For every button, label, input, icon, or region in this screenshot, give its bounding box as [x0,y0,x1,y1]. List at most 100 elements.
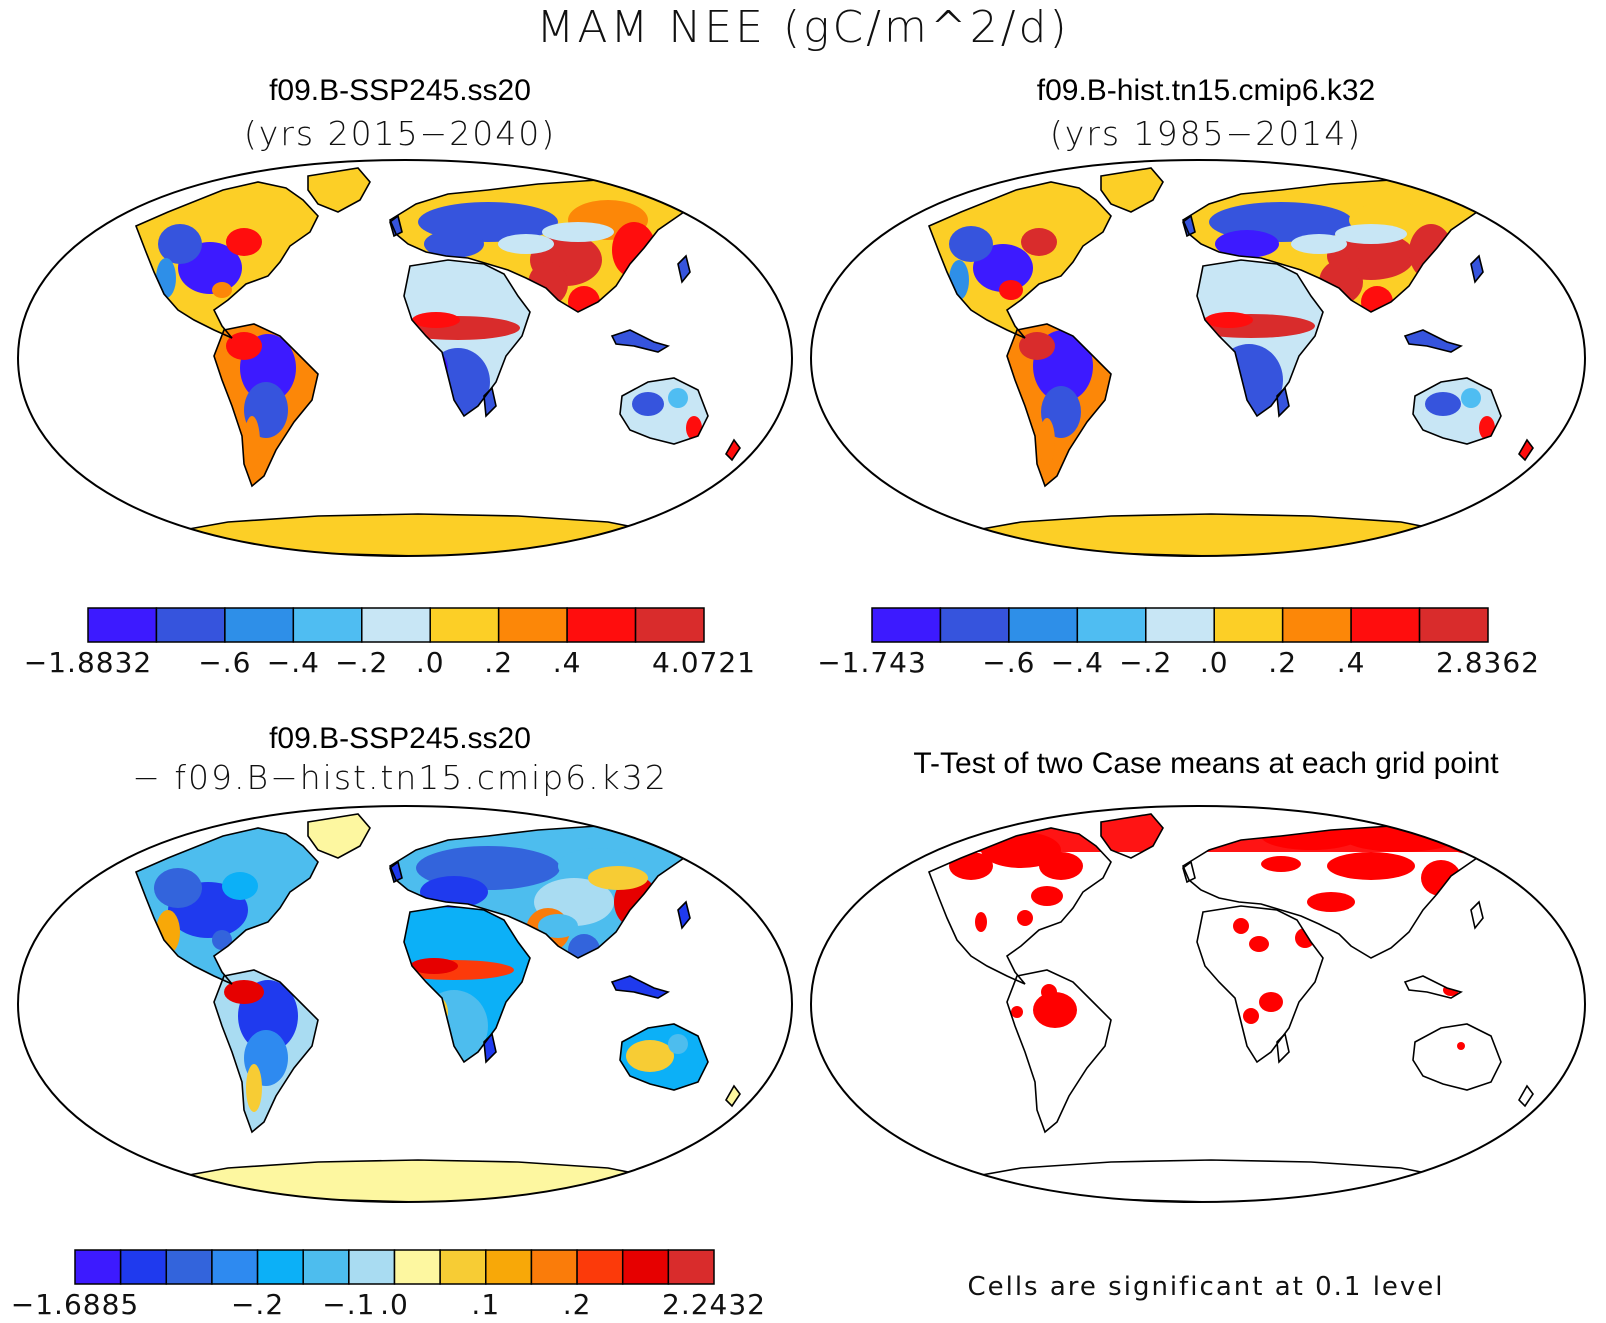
colorbar-tick-label: −.4 [267,646,320,679]
significant-cell-region [1249,936,1269,952]
map-frame [809,158,1587,558]
significant-cell-region [1031,886,1063,906]
value-region [686,1062,702,1086]
colorbar-tick-label: .2 [563,1288,592,1321]
value-region [1215,230,1279,258]
coastline-indonesia [1403,975,1463,999]
colorbar-tick-label: 4.0721 [652,646,756,679]
coastline-greenland [1100,813,1164,859]
panel-3-subtitle: − f09.B−hist.tn15.cmip6.k32 [132,758,668,797]
value-region [224,980,264,1004]
land-fill-nz [726,440,740,460]
panel-2-subtitle: (yrs 1985−2014) [1049,114,1363,153]
significant-cell-region [1017,910,1033,926]
colorbar-tick-label: .0 [380,1288,409,1321]
value-region [412,312,460,328]
coastline-eurasia [388,179,708,313]
land-fill-antarctica [172,514,658,556]
coastline-nz [1518,438,1534,462]
value-region [1461,388,1481,408]
map-panel-2 [809,158,1587,558]
significant-cell-region [1457,1042,1465,1050]
value-region [158,224,202,264]
colorbar-swatch [429,607,500,643]
map-panel-3 [16,804,794,1204]
map-frame [809,804,1587,1204]
colorbar-tick-label: .4 [553,646,582,679]
significant-cell-region [1261,856,1301,872]
colorbar-swatch [119,1249,168,1285]
colorbar-swatch [1418,607,1489,643]
colorbar-tick-label: .2 [1268,646,1297,679]
value-region [1205,312,1253,328]
coastline-uk [389,860,403,884]
panel-1-title: f09.B-SSP245.ss20 [269,74,531,107]
colorbar-panel-3: −1.6885 −.2 −.1.0 .1 .2 2.2432 [11,1249,765,1321]
colorbar-swatch [361,607,431,643]
coastline-japan [1470,900,1484,930]
colorbar-tick-label: .0 [416,646,445,679]
panel-2-title: f09.B-hist.tn15.cmip6.k32 [1036,74,1376,107]
colorbar-swatch [1145,607,1215,643]
coastline-madagascar [1276,1032,1290,1064]
colorbar-swatch [634,607,705,643]
value-region [1021,228,1057,256]
value-region [588,866,648,890]
colorbar-swatch [224,607,295,643]
colorbar-swatch [1350,607,1421,643]
colorbar-tick-label: −.4 [1051,646,1104,679]
land-fill-nz [726,1086,740,1106]
colorbar-tick-label: .1 [471,1288,500,1321]
colorbar-swatch [667,1249,715,1285]
land-fill-africa [1197,260,1323,416]
value-region [226,332,262,360]
colorbar-tick-label: −.1 [322,1288,375,1321]
colorbar-tick-label: −.6 [982,646,1035,679]
significant-cell-region [1307,892,1355,912]
value-region [212,282,232,298]
value-region [1291,234,1347,254]
colorbar-swatch [256,1249,304,1285]
colorbar-tick-label: −.2 [335,646,388,679]
colorbar-swatch [348,1249,396,1285]
colorbar-swatch [87,607,158,643]
value-region [244,416,260,468]
colorbar-tick-label: −1.743 [817,646,927,679]
value-region [632,392,664,416]
colorbar-tick-label: .4 [1337,646,1366,679]
significant-cell-region [1243,1008,1259,1024]
land-fill-antarctica [965,514,1451,556]
coastline-japan [677,254,691,284]
coastline-nz [725,438,741,462]
value-region [212,930,232,950]
value-region [154,868,202,908]
value-region [626,1040,674,1072]
land-fill-greenland [1101,168,1163,212]
significant-cell-region [1011,1006,1023,1018]
colorbar-tick-label: −.2 [1119,646,1172,679]
colorbar-swatch [497,607,568,643]
significant-cell-region [1327,852,1415,880]
colorbar-swatch [485,1249,533,1285]
figure-title: MAM NEE (gC/m^2/d) [536,2,1070,53]
panel-4-title: T-Test of two Case means at each grid po… [913,747,1499,780]
value-region [1039,418,1055,466]
colorbar-panel-1: −1.8832 −.6 −.4 −.2 .0 .2 .4 4.0721 [24,607,756,679]
value-region [1479,416,1495,440]
colorbar-tick-label: .0 [1200,646,1229,679]
significant-cell-region [1041,984,1057,1000]
colorbar-swatch [155,607,226,643]
colorbar-swatch [74,1249,122,1285]
land-fill-indonesia [612,330,668,352]
colorbar-swatch [211,1249,259,1285]
value-region [668,388,688,408]
coastline-greenland [307,167,371,213]
panel-3-title: f09.B-SSP245.ss20 [269,722,531,755]
coastline-madagascar [1276,386,1290,418]
significant-cell-region [1033,992,1077,1028]
colorbar-swatch [1008,607,1079,643]
value-region [246,1064,262,1112]
value-region [686,416,702,440]
value-region [226,228,262,256]
significance-note: Cells are significant at 0.1 level [967,1272,1445,1302]
